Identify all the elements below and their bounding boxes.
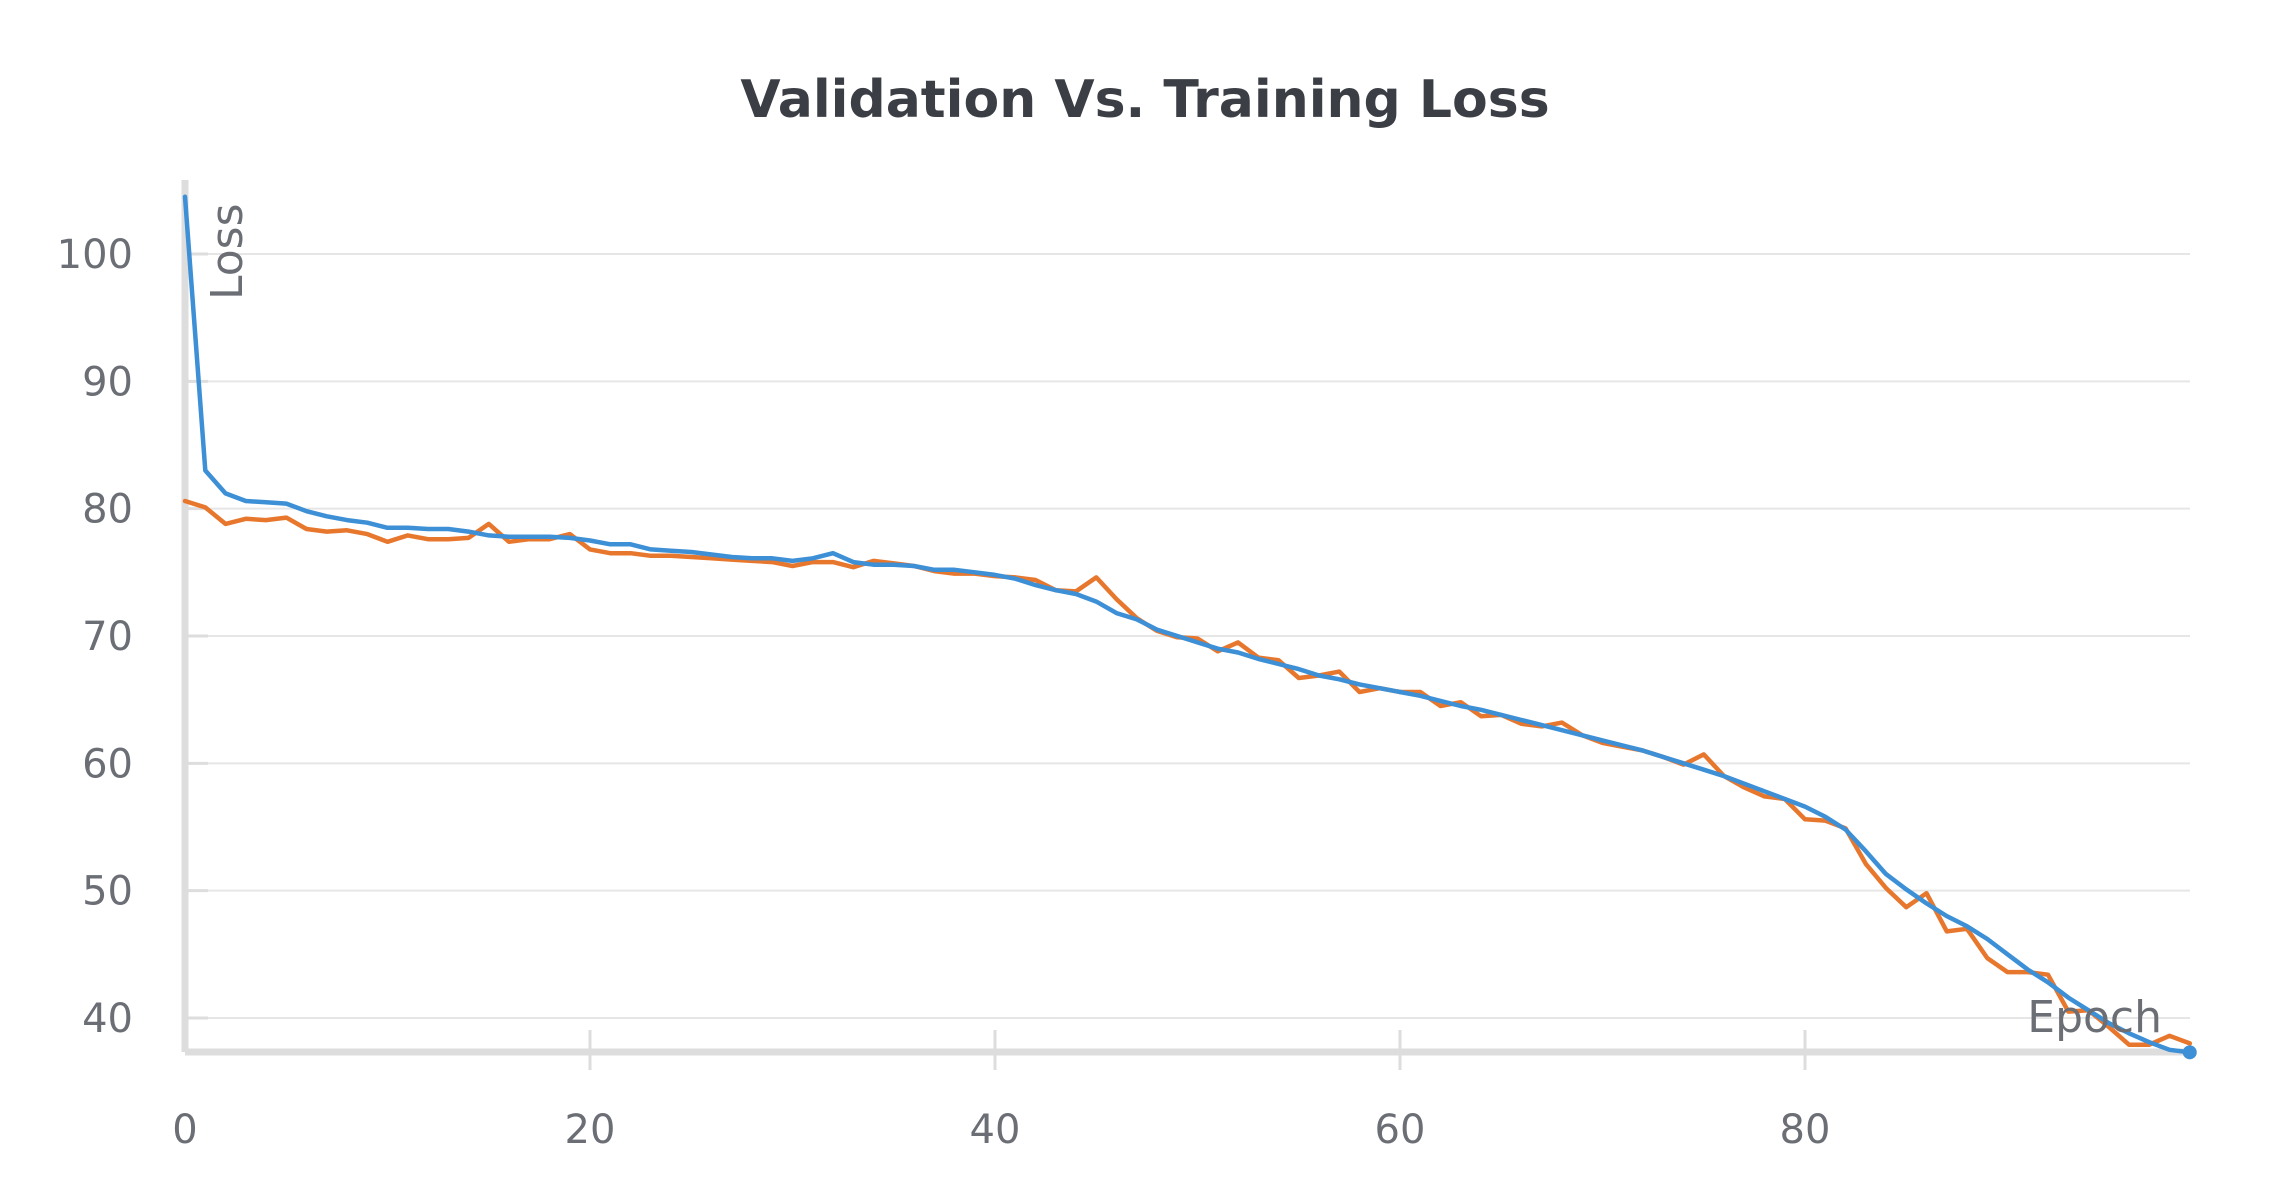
x-tick-label: 0 bbox=[172, 1107, 197, 1153]
series-line-1 bbox=[182, 498, 2193, 1047]
chart-title: Validation Vs. Training Loss bbox=[740, 70, 1549, 130]
axes bbox=[181, 180, 2190, 1056]
x-tick-label: 60 bbox=[1375, 1107, 1426, 1153]
y-tick-label: 50 bbox=[82, 869, 133, 915]
y-tick-label: 70 bbox=[82, 614, 133, 660]
x-tick-label: 80 bbox=[1780, 1107, 1831, 1153]
y-tick-label: 100 bbox=[57, 232, 133, 278]
x-axis-label: Epoch bbox=[2027, 992, 2162, 1043]
tick-labels: 40 50 60 70 80 90 100 0 20 40 60 80 bbox=[57, 232, 1831, 1153]
series-line-2 bbox=[182, 194, 2193, 1055]
y-tick-label: 90 bbox=[82, 359, 133, 405]
series-end-point bbox=[2182, 1045, 2197, 1060]
series-lines bbox=[182, 194, 2197, 1060]
x-tick-label: 20 bbox=[565, 1107, 616, 1153]
y-tick-label: 80 bbox=[82, 487, 133, 533]
y-tick-label: 60 bbox=[82, 741, 133, 787]
y-tick-label: 40 bbox=[82, 996, 133, 1042]
grid-lines bbox=[185, 252, 2190, 1070]
x-tick-label: 40 bbox=[970, 1107, 1021, 1153]
y-axis-label: Loss bbox=[202, 203, 253, 300]
